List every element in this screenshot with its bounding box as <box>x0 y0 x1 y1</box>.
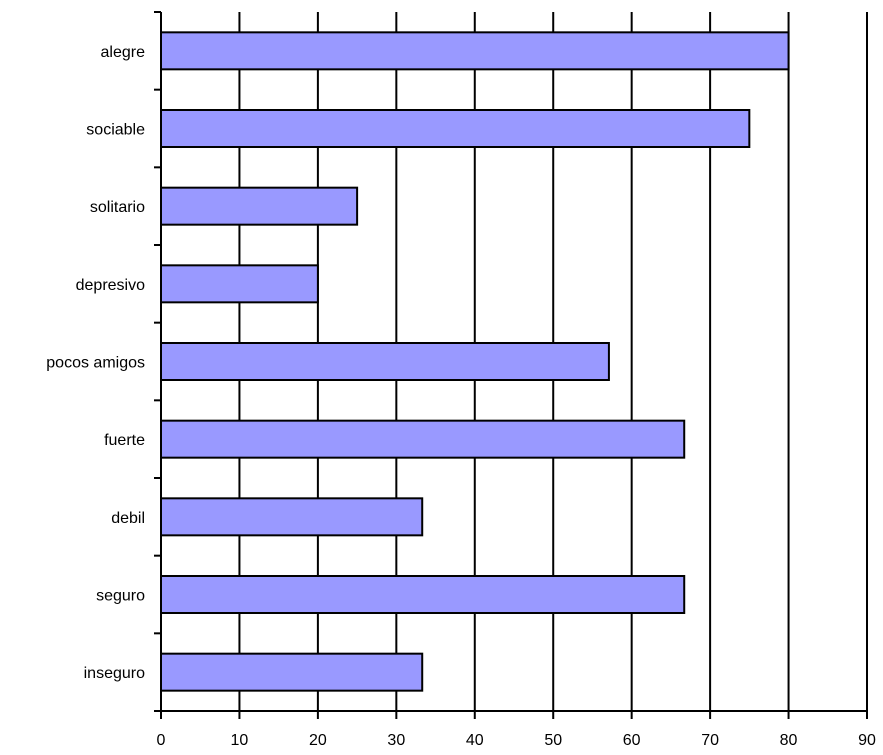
x-tick-label: 60 <box>623 732 641 749</box>
bar-seguro <box>160 575 686 614</box>
labels: 0 10 20 30 40 50 60 70 80 90 alegre sociable solitar… <box>46 44 876 749</box>
x-tick-label: 40 <box>466 732 484 749</box>
category-label: debil <box>111 510 145 527</box>
x-tick-label: 70 <box>701 732 719 749</box>
category-label: seguro <box>96 588 145 605</box>
bar-alegre <box>160 31 790 71</box>
bar-sociable <box>160 109 751 148</box>
bar-solitario <box>160 186 359 226</box>
category-label: solitario <box>90 199 145 216</box>
x-tick-label: 10 <box>231 732 249 749</box>
bar-inseguro <box>160 652 424 692</box>
x-tick-label: 20 <box>309 732 327 749</box>
category-label: pocos amigos <box>46 355 145 372</box>
category-label: inseguro <box>84 665 145 682</box>
category-label: sociable <box>86 122 145 139</box>
bar-fuerte <box>160 419 686 459</box>
bars <box>160 31 790 692</box>
x-tick-label: 30 <box>387 732 405 749</box>
x-tick-label: 50 <box>544 732 562 749</box>
x-tick-label: 90 <box>858 732 876 749</box>
category-label: alegre <box>101 44 146 61</box>
x-tick-label: 0 <box>157 732 166 749</box>
category-label: fuerte <box>104 432 145 449</box>
bar-pocos-amigos <box>160 342 610 381</box>
category-label: depresivo <box>76 277 145 294</box>
bar-debil <box>160 497 424 537</box>
bar-depresivo <box>160 264 319 304</box>
x-tick-label: 80 <box>780 732 798 749</box>
axes <box>154 11 868 719</box>
